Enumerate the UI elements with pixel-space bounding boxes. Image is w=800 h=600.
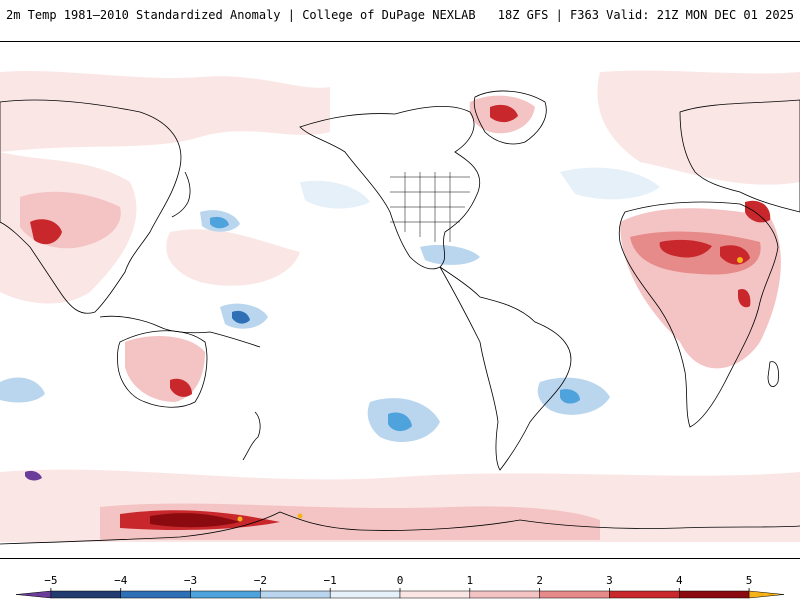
colorbar-bin bbox=[539, 590, 610, 599]
colorbar-bin bbox=[679, 590, 750, 599]
anomaly-area bbox=[300, 180, 370, 209]
anomaly-area bbox=[0, 377, 45, 403]
colorbar-tick-label: 2 bbox=[536, 574, 543, 587]
anomaly-area bbox=[100, 503, 600, 540]
anomaly-area bbox=[25, 470, 42, 481]
anomaly-spot bbox=[297, 513, 303, 519]
anomaly-area bbox=[170, 378, 192, 397]
anomaly-area bbox=[232, 310, 250, 324]
anomaly-map bbox=[0, 41, 800, 559]
coastline-australia bbox=[117, 330, 208, 408]
colorbar-tick-label: 4 bbox=[676, 574, 683, 587]
coastline-asia bbox=[0, 99, 182, 314]
colorbar-tick-label: −3 bbox=[184, 574, 197, 587]
colorbar-bin bbox=[609, 590, 680, 599]
coastline-greenland bbox=[473, 90, 547, 145]
colorbar-tick-label: 5 bbox=[746, 574, 753, 587]
colorbar-bins bbox=[15, 590, 785, 599]
anomaly-area bbox=[560, 167, 660, 200]
coastline-new-zealand bbox=[242, 411, 261, 461]
coastline-madagascar bbox=[767, 361, 779, 387]
anomaly-area bbox=[560, 389, 580, 404]
coastline-north-america bbox=[299, 106, 481, 270]
colorbar-tick-label: −5 bbox=[44, 574, 57, 587]
coastline-eurasia bbox=[679, 99, 800, 213]
colorbar-ticks: −5 −4 −3 −2 −1 0 1 2 3 4 5 bbox=[44, 574, 752, 591]
anomaly-area bbox=[659, 239, 712, 258]
anomaly-area bbox=[30, 219, 62, 245]
anomaly-area bbox=[388, 412, 412, 432]
coastline-south-america bbox=[439, 266, 572, 471]
colorbar-bin bbox=[190, 590, 261, 599]
coastline-indonesia bbox=[99, 315, 261, 348]
colorbar-tick-label: 0 bbox=[397, 574, 404, 587]
anomaly-spot bbox=[237, 516, 243, 522]
colorbar-bin bbox=[399, 590, 471, 599]
anomaly-area bbox=[166, 229, 300, 286]
anomaly-area bbox=[490, 104, 518, 123]
anomaly-fields bbox=[0, 70, 800, 542]
colorbar-bin bbox=[329, 590, 401, 599]
model-run-label: 18Z GFS | F363 Valid: 21Z MON DEC 01 202… bbox=[497, 8, 794, 22]
map-title: 2m Temp 1981–2010 Standardized Anomaly |… bbox=[6, 8, 476, 22]
colorbar-bin bbox=[748, 590, 785, 599]
colorbar-tick-label: −1 bbox=[324, 574, 337, 587]
anomaly-area bbox=[738, 288, 751, 308]
anomaly-map-canvas bbox=[0, 42, 800, 558]
colorbar-tick-label: 3 bbox=[606, 574, 613, 587]
anomaly-area bbox=[150, 513, 240, 528]
colorbar-tick-label: 1 bbox=[467, 574, 474, 587]
colorbar-bin bbox=[15, 590, 52, 599]
colorbar-bin bbox=[120, 590, 191, 599]
coastlines bbox=[0, 90, 800, 545]
coastline-africa bbox=[618, 201, 779, 428]
us-state-lines bbox=[390, 172, 470, 242]
colorbar-bin bbox=[469, 590, 540, 599]
colorbar-bin bbox=[260, 590, 331, 599]
anomaly-area bbox=[420, 245, 480, 265]
anomaly-spot bbox=[737, 257, 743, 263]
colorbar: −5 −4 −3 −2 −1 0 1 2 3 4 5 bbox=[15, 574, 785, 599]
colorbar-tick-label: −2 bbox=[254, 574, 267, 587]
coastline-antarctica bbox=[0, 511, 800, 545]
coastline-japan bbox=[171, 171, 191, 218]
anomaly-area bbox=[210, 216, 229, 229]
anomaly-area bbox=[597, 70, 800, 185]
colorbar-tick-label: −4 bbox=[114, 574, 128, 587]
colorbar-bin bbox=[50, 590, 121, 599]
anomaly-area bbox=[0, 70, 330, 152]
anomaly-area bbox=[745, 200, 771, 223]
